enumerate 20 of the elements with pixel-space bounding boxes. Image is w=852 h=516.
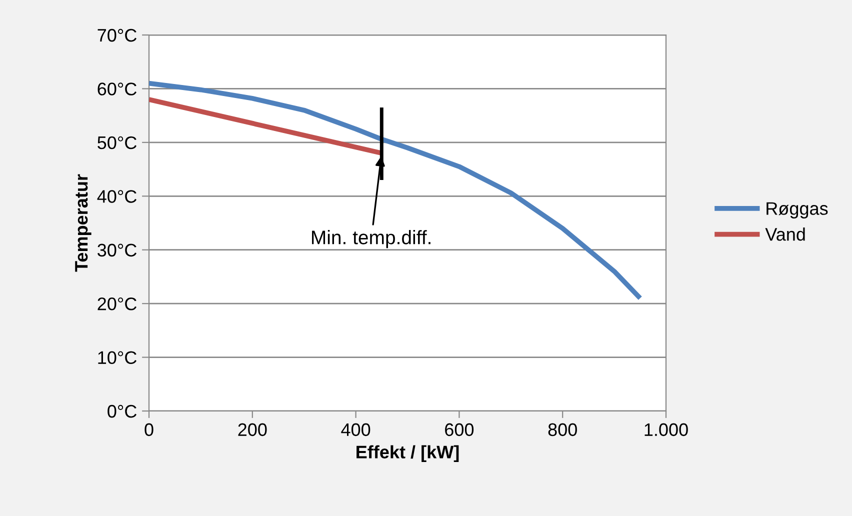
annotation: Min. temp.diff. (312, 230, 430, 248)
y-tick-label: 50°C (98, 136, 137, 150)
y-tick-label: 20°C (98, 298, 137, 310)
y-tick-label: 0°C (108, 404, 137, 418)
legend-label: Vand (765, 228, 805, 241)
line-series (149, 80, 643, 301)
y-tick-label: 30°C (98, 244, 137, 257)
x-tick-label: 200 (238, 423, 267, 436)
x-tick-label: 0 (144, 423, 154, 436)
x-axis-title: Effekt / [kW] (356, 445, 459, 462)
x-tick-label: 600 (445, 423, 474, 436)
y-tick-label: 40°C (97, 190, 137, 203)
x-tick-label: 400 (341, 423, 370, 436)
y-tick-label: 60°C (98, 82, 137, 96)
y-axis-title: Temperatur (75, 174, 92, 272)
legend-label: Røggas (766, 202, 828, 218)
x-tick-label: 800 (548, 423, 577, 436)
y-tick-label: 10°C (98, 351, 137, 364)
y-tick-label: 70°C (98, 28, 137, 42)
x-tick-label: 1.000 (644, 423, 688, 436)
